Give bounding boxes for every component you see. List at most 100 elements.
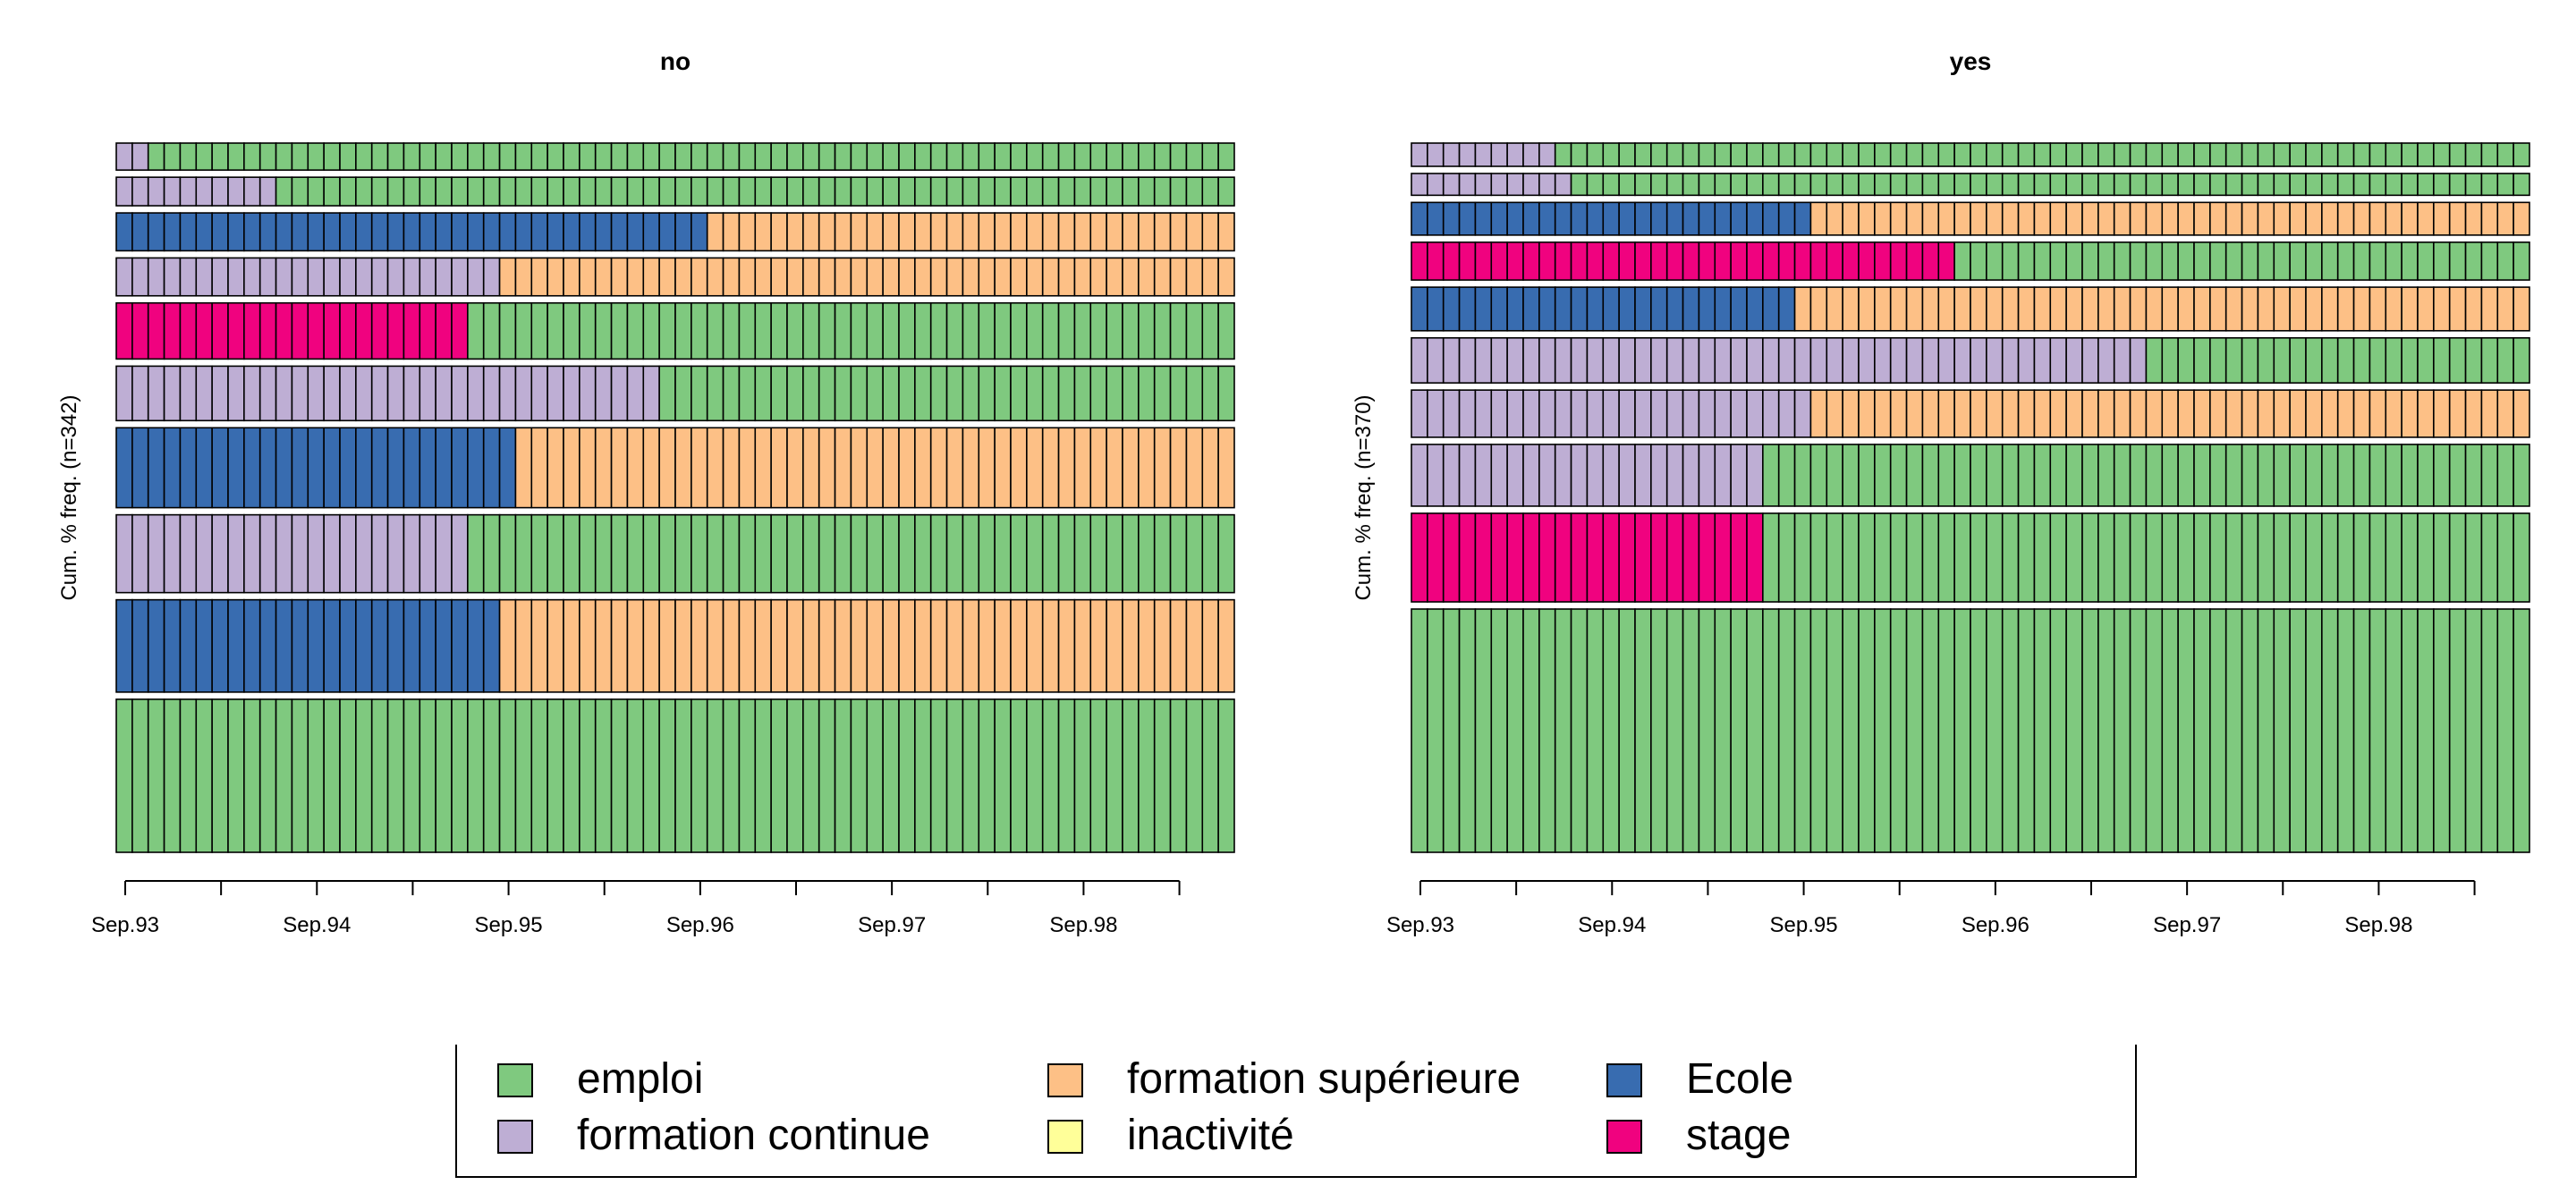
sequence-cell-formation_continue bbox=[1586, 389, 1605, 438]
sequence-cell-emploi bbox=[2129, 142, 2148, 167]
sequence-cell-emploi bbox=[2368, 512, 2387, 603]
sequence-cell-emploi bbox=[1169, 301, 1188, 360]
sequence-cell-formation_superieure bbox=[1041, 598, 1060, 693]
sequence-cell-emploi bbox=[2033, 241, 2052, 281]
sequence-cell-formation_continue bbox=[2097, 337, 2115, 384]
sequence-cell-formation_superieure bbox=[1921, 201, 1940, 236]
sequence-cell-formation_continue bbox=[195, 365, 213, 422]
sequence-cell-ecole bbox=[1490, 286, 1508, 332]
sequence-cell-emploi bbox=[2113, 142, 2131, 167]
sequence-cell-emploi bbox=[770, 698, 788, 853]
sequence-cell-emploi bbox=[770, 176, 788, 207]
sequence-cell-formation_superieure bbox=[2097, 389, 2115, 438]
sequence-cell-formation_superieure bbox=[1793, 286, 1812, 332]
sequence-cell-emploi bbox=[1874, 444, 1892, 507]
sequence-cell-emploi bbox=[2368, 241, 2387, 281]
sequence-cell-formation_superieure bbox=[1937, 286, 1955, 332]
sequence-cell-emploi bbox=[1793, 444, 1812, 507]
legend-item-emploi: emploi bbox=[497, 1055, 703, 1103]
sequence-cell-formation_superieure bbox=[1106, 212, 1123, 252]
sequence-cell-formation_superieure bbox=[1858, 286, 1876, 332]
sequence-cell-formation_continue bbox=[243, 176, 261, 207]
sequence-cell-emploi bbox=[1826, 608, 1843, 853]
sequence-cell-emploi bbox=[2065, 608, 2083, 853]
sequence-cell-emploi bbox=[2145, 173, 2164, 197]
sequence-cell-formation_continue bbox=[1474, 173, 1493, 197]
sequence-cell-formation_superieure bbox=[1809, 286, 1828, 332]
sequence-cell-emploi bbox=[195, 142, 213, 171]
sequence-cell-emploi bbox=[2401, 337, 2419, 384]
sequence-cell-emploi bbox=[738, 301, 757, 360]
sequence-cell-ecole bbox=[1427, 286, 1445, 332]
sequence-cell-emploi bbox=[275, 142, 293, 171]
sequence-cell-formation_superieure bbox=[1874, 201, 1892, 236]
sequence-cell-emploi bbox=[2049, 241, 2067, 281]
sequence-cell-formation_superieure bbox=[2129, 389, 2148, 438]
sequence-cell-emploi bbox=[2352, 142, 2371, 167]
sequence-cell-formation_continue bbox=[1474, 444, 1493, 507]
sequence-cell-emploi bbox=[898, 698, 916, 853]
sequence-cell-formation_superieure bbox=[929, 257, 948, 297]
sequence-cell-ecole bbox=[1650, 286, 1668, 332]
sequence-cell-formation_continue bbox=[355, 513, 373, 594]
sequence-cell-emploi bbox=[2496, 142, 2514, 167]
sequence-cell-emploi bbox=[882, 698, 900, 853]
sequence-cell-emploi bbox=[1858, 142, 1876, 167]
sequence-cell-emploi bbox=[1970, 142, 1987, 167]
sequence-cell-formation_continue bbox=[610, 365, 629, 422]
legend-swatch bbox=[1606, 1063, 1642, 1097]
sequence-cell-emploi bbox=[1201, 142, 1219, 171]
sequence-bar bbox=[115, 301, 1235, 360]
sequence-cell-emploi bbox=[1138, 301, 1156, 360]
sequence-cell-emploi bbox=[2368, 337, 2387, 384]
sequence-cell-emploi bbox=[866, 142, 884, 171]
sequence-cell-emploi bbox=[1650, 608, 1668, 853]
sequence-cell-emploi bbox=[962, 176, 980, 207]
sequence-cell-formation_superieure bbox=[1089, 427, 1107, 509]
sequence-bar bbox=[115, 257, 1235, 297]
sequence-cell-emploi bbox=[514, 513, 533, 594]
sequence-cell-formation_continue bbox=[163, 513, 182, 594]
sequence-cell-formation_superieure bbox=[1041, 257, 1060, 297]
sequence-cell-formation_continue bbox=[179, 176, 198, 207]
sequence-cell-formation_superieure bbox=[2017, 286, 2036, 332]
sequence-cell-formation_superieure bbox=[2336, 201, 2355, 236]
sequence-cell-ecole bbox=[243, 427, 261, 509]
sequence-cell-emploi bbox=[2241, 512, 2259, 603]
sequence-cell-emploi bbox=[2001, 241, 2020, 281]
sequence-cell-ecole bbox=[275, 427, 293, 509]
sequence-cell-formation_superieure bbox=[978, 257, 996, 297]
sequence-cell-emploi bbox=[2480, 173, 2499, 197]
sequence-cell-emploi bbox=[1041, 176, 1060, 207]
sequence-cell-formation_continue bbox=[1586, 337, 1605, 384]
sequence-cell-ecole bbox=[1570, 286, 1589, 332]
sequence-bar bbox=[1411, 512, 2530, 603]
sequence-cell-emploi bbox=[898, 365, 916, 422]
sequence-cell-formation_continue bbox=[1970, 337, 1987, 384]
sequence-cell-emploi bbox=[2113, 608, 2131, 853]
sequence-cell-formation_continue bbox=[386, 257, 405, 297]
sequence-bar bbox=[1411, 201, 2530, 236]
sequence-cell-formation_superieure bbox=[1057, 598, 1076, 693]
sequence-cell-emploi bbox=[2177, 512, 2195, 603]
sequence-cell-emploi bbox=[2480, 337, 2499, 384]
sequence-cell-emploi bbox=[1169, 176, 1188, 207]
sequence-cell-ecole bbox=[1474, 286, 1493, 332]
sequence-cell-ecole bbox=[211, 598, 229, 693]
sequence-cell-formation_continue bbox=[163, 176, 182, 207]
sequence-cell-emploi bbox=[1746, 142, 1764, 167]
sequence-cell-emploi bbox=[1970, 241, 1987, 281]
sequence-cell-emploi bbox=[1842, 512, 1860, 603]
sequence-cell-emploi bbox=[1138, 142, 1156, 171]
sequence-cell-formation_superieure bbox=[2193, 201, 2211, 236]
sequence-cell-emploi bbox=[547, 176, 564, 207]
sequence-bar bbox=[115, 142, 1235, 171]
sequence-cell-emploi bbox=[1010, 698, 1028, 853]
sequence-cell-emploi bbox=[530, 142, 548, 171]
sequence-cell-emploi bbox=[2496, 444, 2514, 507]
sequence-cell-emploi bbox=[1698, 173, 1716, 197]
sequence-cell-emploi bbox=[1650, 142, 1668, 167]
sequence-cell-formation_continue bbox=[1937, 337, 1955, 384]
sequence-cell-formation_continue bbox=[243, 365, 261, 422]
sequence-cell-formation_continue bbox=[1458, 337, 1477, 384]
